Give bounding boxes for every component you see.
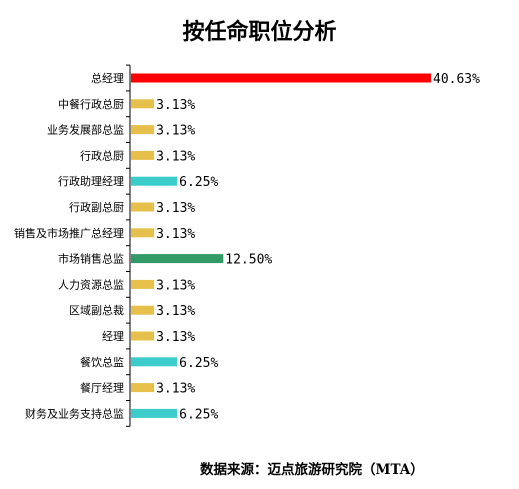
category-label: 财务及业务支持总监	[25, 406, 124, 420]
value-label: 40.63%	[433, 72, 480, 87]
category-label: 行政总厨	[80, 148, 124, 162]
chart-title: 按任命职位分析	[182, 19, 337, 45]
category-label: 区域副总裁	[69, 303, 124, 317]
category-label: 市场销售总监	[58, 252, 124, 266]
value-label: 3.13%	[156, 278, 195, 293]
category-label: 行政副总厨	[69, 200, 124, 214]
category-label: 业务发展部总监	[47, 123, 124, 137]
value-label: 12.50%	[225, 253, 272, 268]
value-label: 3.13%	[156, 98, 195, 113]
category-label: 餐饮总监	[80, 355, 124, 369]
category-label: 中餐行政总厨	[58, 97, 124, 111]
bar	[131, 202, 155, 212]
bar	[131, 254, 224, 264]
value-label: 3.13%	[156, 382, 195, 397]
bar	[131, 176, 178, 186]
value-label: 6.25%	[179, 407, 218, 422]
value-label: 3.13%	[156, 330, 195, 345]
value-label: 3.13%	[156, 227, 195, 242]
bar	[131, 279, 155, 289]
value-label: 3.13%	[156, 149, 195, 164]
value-label: 3.13%	[156, 201, 195, 216]
bar	[131, 408, 178, 418]
value-label: 6.25%	[179, 356, 218, 371]
bar	[131, 357, 178, 367]
bar	[131, 150, 155, 160]
bar	[131, 73, 431, 83]
category-label: 餐厅经理	[80, 381, 124, 395]
value-label: 3.13%	[156, 304, 195, 319]
category-label: 经理	[102, 330, 124, 343]
bar	[131, 228, 155, 238]
bar	[131, 305, 155, 315]
value-label: 3.13%	[156, 124, 195, 139]
bar	[131, 99, 155, 109]
category-label: 人力资源总监	[58, 277, 124, 291]
bar	[131, 383, 155, 393]
bar	[131, 125, 155, 135]
category-label: 销售及市场推广总经理	[14, 226, 124, 240]
category-label: 总经理	[91, 71, 124, 85]
category-label: 行政助理经理	[58, 174, 124, 188]
bar	[131, 331, 155, 341]
source-note: 数据来源：迈点旅游研究院（MTA）	[200, 462, 424, 478]
value-label: 6.25%	[179, 175, 218, 190]
